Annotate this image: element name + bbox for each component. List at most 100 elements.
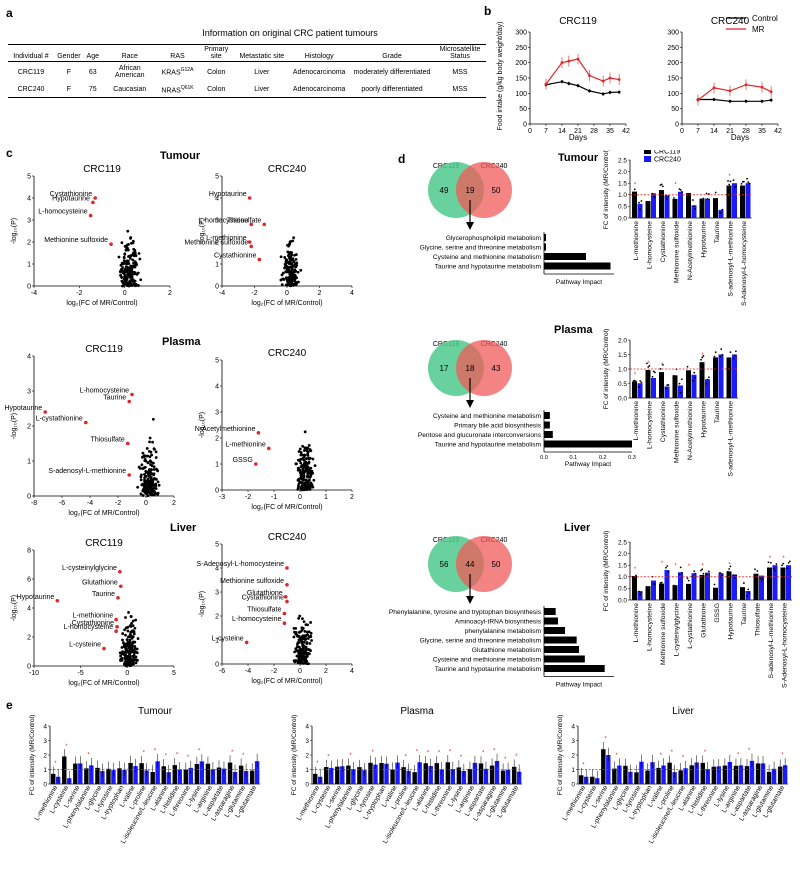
fc-y-tick-label: 0.0 (618, 395, 627, 402)
x-tick-label: -6 (59, 500, 65, 507)
significance-star: * (782, 556, 785, 562)
y-tick-label: 2 (27, 240, 31, 247)
x-tick-label: -2 (115, 500, 121, 507)
volcano-point (133, 651, 136, 655)
fc-dot (775, 563, 778, 565)
volcano-point (148, 455, 152, 459)
x-tick-label: 2 (350, 494, 354, 501)
fc-x-label: L-cysteinylglycine (674, 603, 681, 656)
volcano-point (296, 645, 299, 649)
fc-dot (756, 570, 759, 572)
fc-dot (720, 348, 723, 351)
fc-dot (773, 567, 775, 570)
volcano-point (126, 640, 130, 644)
volcano-point (148, 459, 152, 463)
pathway-bar (544, 431, 553, 438)
fc-dot (729, 565, 732, 568)
volcano-point (306, 461, 310, 465)
volcano-point (124, 633, 127, 637)
volcano-point (297, 482, 301, 486)
amino-bar-crc119 (744, 766, 750, 784)
y-tick-label: 0 (27, 284, 31, 291)
volcano-point (305, 457, 308, 460)
volcano-point (135, 647, 139, 651)
volcano-point (154, 487, 158, 490)
fc-dot (693, 371, 696, 374)
fc-dot (681, 378, 683, 381)
volcano-point (309, 449, 313, 453)
fc-dot (720, 212, 723, 214)
point-label: Hypotaurine (17, 594, 55, 601)
fc-dot (648, 364, 651, 367)
venn-right-circle (456, 340, 512, 396)
fc-dot (679, 188, 682, 191)
volcano-plot: CRC119 0 1 2 3 4 -8 -6 -4 -2 0 2 log₂(FC of MR/Contr… (4, 344, 176, 517)
pathway-xlabel: Pathway Impact (556, 682, 602, 689)
fc-bar-crc240 (664, 570, 670, 600)
table-cell: 63 (88, 68, 97, 76)
volcano-point (128, 638, 132, 642)
fc-dot (639, 380, 642, 382)
fc-dot (638, 201, 640, 204)
data-point (769, 90, 773, 94)
volcano-point (141, 494, 145, 497)
volcano-point (149, 476, 152, 479)
fc-dot (632, 195, 635, 198)
fc-dot (781, 564, 783, 567)
data-point (560, 61, 564, 65)
volcano-point (288, 240, 292, 244)
amino-bar-crc240 (505, 769, 511, 784)
volcano-point (120, 657, 124, 660)
volcano-point (312, 478, 316, 482)
volcano-point (128, 652, 131, 655)
fc-dot (713, 583, 716, 586)
volcano-point (124, 616, 127, 619)
fc-dot (719, 571, 721, 574)
point-label: L-cysteine (69, 642, 101, 649)
table-cell: MSS (434, 82, 486, 99)
volcano-point (140, 463, 144, 467)
venn-right-circle (456, 162, 512, 218)
amino-bar-crc240 (395, 762, 400, 784)
highlight-point (115, 625, 119, 629)
volcano-point (130, 621, 133, 625)
pathway-bar (544, 421, 550, 429)
amino-bar-crc240 (472, 762, 478, 784)
volcano-point (310, 639, 313, 642)
venn-arrow-head (466, 400, 474, 408)
amino-bar-crc119 (623, 765, 628, 784)
y-tick-label: 1 (27, 459, 31, 466)
amino-bar-crc119 (500, 770, 506, 784)
fc-dot (706, 378, 709, 381)
volcano-point (311, 485, 315, 489)
volcano-point (306, 453, 310, 457)
fc-dot (735, 185, 737, 188)
venn-diagram: CRC119CRC240564450Phenylalanine, tyrosin… (389, 536, 614, 689)
x-tick-label: 1 (324, 494, 328, 501)
fc-bar-crc119 (645, 586, 651, 600)
y-tick-label: 5 (215, 542, 219, 549)
fc-bar-crc240 (637, 203, 643, 218)
volcano-point (125, 281, 129, 285)
amino-bar-crc119 (205, 763, 211, 784)
volcano-point (150, 464, 154, 468)
table-header: Metastatic site (235, 44, 289, 62)
y-tick-label: 4 (215, 196, 219, 203)
volcano-title: CRC240 (268, 164, 307, 175)
fc-dot (705, 382, 708, 385)
significance-star: * (728, 562, 731, 568)
x-tick-label: 0 (298, 668, 302, 675)
y-tick-label: 100 (667, 91, 679, 98)
volcano-point (283, 256, 287, 259)
point-label: S-Adenosyl-L-homocysteine (196, 561, 284, 568)
x-axis-label: log₂(FC of MR/Control) (68, 510, 139, 517)
volcano-point (121, 284, 125, 288)
amino-bar-crc240 (111, 770, 116, 784)
fc-dot (638, 386, 640, 388)
y-tick-label: 8 (27, 548, 31, 555)
fc-dot (686, 577, 689, 580)
volcano-point (299, 461, 303, 465)
table-cell: Colon (207, 68, 226, 76)
amino-bar-crc119 (106, 768, 111, 784)
